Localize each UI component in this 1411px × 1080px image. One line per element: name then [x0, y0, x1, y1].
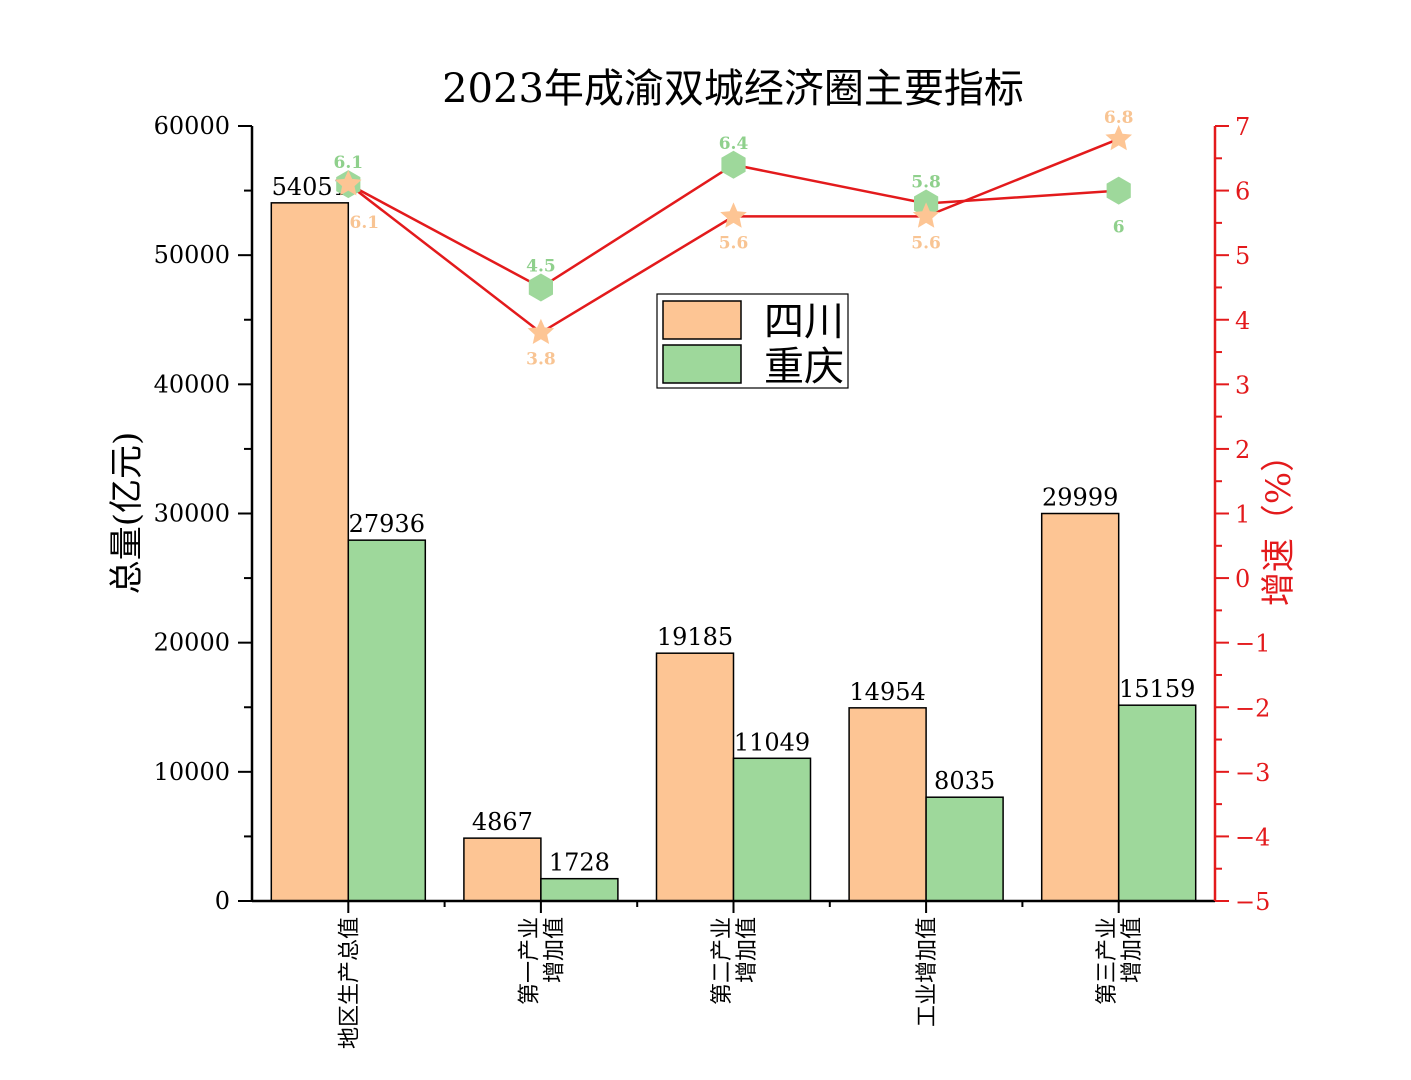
y2-tick-label: 3 — [1235, 371, 1250, 399]
growth-marker-sichuan — [912, 202, 940, 228]
y-tick-label: 0 — [215, 887, 230, 915]
growth-marker-chongqing — [1106, 176, 1131, 205]
legend-swatch-sichuan — [662, 300, 742, 340]
y2-tick-label: 1 — [1235, 501, 1250, 529]
y2-tick-label: −4 — [1235, 823, 1270, 851]
y2-tick-label: 5 — [1235, 242, 1250, 270]
legend: 四川 重庆 — [656, 293, 849, 390]
bar-value-label: 1728 — [549, 849, 610, 877]
bar-value-label: 19185 — [657, 623, 733, 651]
bar-sichuan — [655, 652, 735, 902]
y2-tick-label: 4 — [1235, 307, 1250, 335]
y-tick-label: 50000 — [154, 241, 230, 269]
y2-tick-label: 0 — [1235, 565, 1250, 593]
y2-tick-label: 2 — [1235, 436, 1250, 464]
bar-chongqing — [732, 757, 812, 902]
y2-tick-label: −2 — [1235, 694, 1270, 722]
x-category-label: 地区生产总值 — [337, 917, 362, 1049]
y-tick-label: 60000 — [154, 112, 230, 140]
x-category-label: 第三产业 — [1095, 917, 1120, 1005]
legend-label-chongqing: 重庆 — [764, 344, 844, 390]
y-tick-label: 20000 — [154, 629, 230, 657]
bar-sichuan — [463, 837, 542, 902]
x-category-label: 第二产业 — [710, 917, 735, 1005]
bar-value-label: 14954 — [849, 678, 925, 706]
growth-marker-sichuan — [335, 170, 362, 196]
growth-label-sichuan: 3.8 — [526, 350, 556, 370]
bar-sichuan — [1040, 512, 1120, 902]
bar-value-label: 54051 — [272, 173, 348, 201]
y-tick-label: 30000 — [154, 500, 230, 528]
bar-chongqing — [347, 539, 427, 902]
growth-marker-chongqing — [528, 273, 553, 302]
y2-tick-label: 6 — [1235, 178, 1250, 206]
bar-value-label: 8035 — [934, 767, 995, 795]
bar-value-label: 4867 — [472, 808, 533, 836]
growth-label-sichuan: 5.6 — [911, 233, 941, 253]
legend-swatch-chongqing — [662, 344, 742, 384]
growth-label-sichuan: 6.8 — [1104, 108, 1134, 128]
growth-label-sichuan: 6.1 — [350, 213, 380, 233]
bar-chongqing — [540, 877, 619, 902]
growth-marker-chongqing — [721, 150, 746, 179]
legend-label-sichuan: 四川 — [764, 299, 844, 345]
x-category-label: 第一产业 — [517, 917, 542, 1005]
growth-line-chongqing — [347, 163, 1119, 289]
growth-label-chongqing: 6.1 — [334, 153, 364, 173]
bar-value-label: 11049 — [734, 728, 810, 756]
bar-sichuan — [270, 202, 350, 902]
growth-marker-sichuan — [527, 318, 555, 344]
growth-label-chongqing: 5.8 — [911, 173, 941, 193]
y2-tick-label: −3 — [1235, 759, 1270, 787]
x-category-label: 增加值 — [542, 917, 567, 983]
growth-label-chongqing: 4.5 — [526, 256, 556, 276]
bar-chongqing — [925, 796, 1004, 902]
y2-axis-label: 增速（%） — [1259, 438, 1299, 606]
growth-marker-sichuan — [720, 202, 747, 228]
bar-sichuan — [848, 707, 927, 902]
chart-title: 2023年成渝双城经济圈主要指标 — [442, 66, 1024, 112]
y2-tick-label: −1 — [1235, 630, 1270, 658]
y2-tick-label: 7 — [1235, 113, 1250, 141]
y-tick-label: 40000 — [154, 370, 230, 398]
x-category-label: 增加值 — [1120, 917, 1145, 983]
growth-label-chongqing: 6 — [1113, 218, 1125, 238]
growth-label-chongqing: 6.4 — [719, 134, 749, 154]
y-axis-label: 总量(亿元) — [107, 432, 147, 595]
bar-value-label: 27936 — [349, 510, 425, 538]
plot-area: 54051 4867 19185 14954 29999 27936 1728 11049 80… — [154, 108, 1271, 1049]
x-category-label: 工业增加值 — [915, 917, 940, 1027]
bar-chongqing — [1117, 704, 1197, 902]
bar-value-label: 15159 — [1119, 675, 1195, 703]
y2-tick-label: −5 — [1235, 888, 1270, 916]
growth-marker-sichuan — [1105, 124, 1132, 151]
y-tick-label: 10000 — [154, 758, 230, 786]
x-category-label: 增加值 — [735, 917, 760, 983]
bar-value-label: 29999 — [1042, 484, 1118, 512]
growth-label-sichuan: 5.6 — [719, 233, 749, 253]
